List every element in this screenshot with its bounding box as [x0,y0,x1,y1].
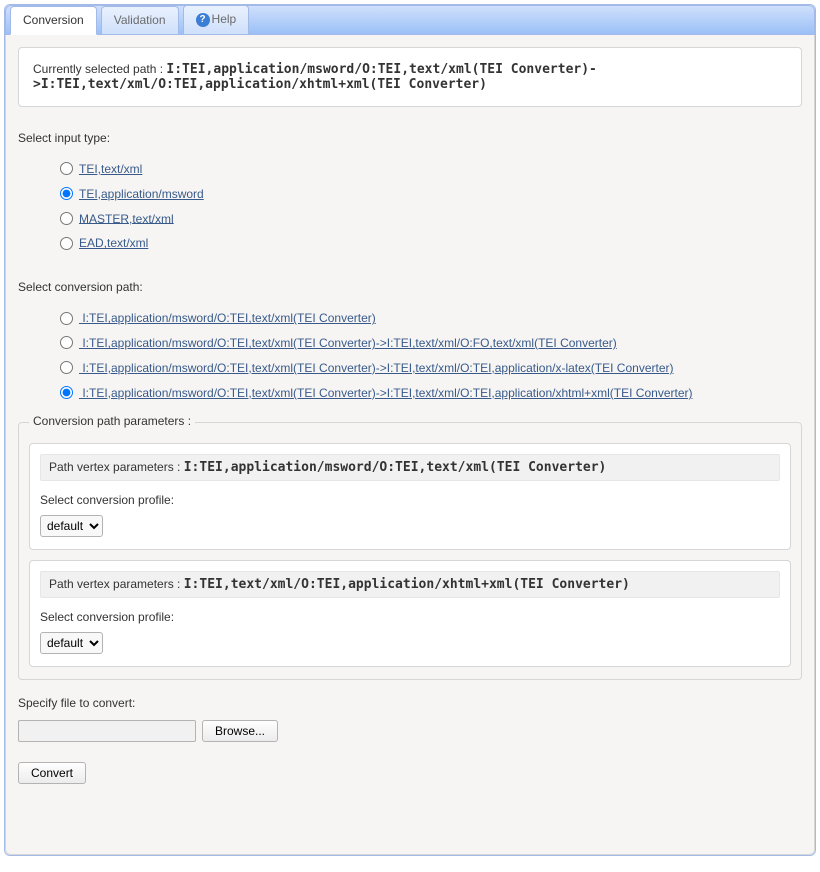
vertex-title-value: I:TEI,text/xml/O:TEI,application/xhtml+x… [184,577,630,592]
tab-help-label: Help [212,12,237,26]
conversion-path-option-label[interactable]: I:TEI,application/msword/O:TEI,text/xml(… [79,361,674,375]
conversion-path-radio[interactable] [60,336,73,349]
vertex-title-value: I:TEI,application/msword/O:TEI,text/xml(… [184,460,607,475]
input-type-radio[interactable] [60,187,73,200]
conversion-path-radio[interactable] [60,386,73,399]
tab-bar: Conversion Validation ?Help [5,5,815,35]
input-type-option-label[interactable]: EAD,text/xml [79,236,148,250]
selected-path-box: Currently selected path : I:TEI,applicat… [18,47,802,107]
tab-help[interactable]: ?Help [183,5,250,34]
convert-button[interactable]: Convert [18,762,86,784]
vertex-title-label: Path vertex parameters : [49,577,184,591]
conversion-path-row: I:TEI,application/msword/O:TEI,text/xml(… [60,358,802,377]
params-legend: Conversion path parameters : [29,414,195,428]
input-type-radio[interactable] [60,237,73,250]
vertex-box: Path vertex parameters : I:TEI,text/xml/… [29,560,791,667]
main-panel: Conversion Validation ?Help Currently se… [4,4,816,856]
file-label: Specify file to convert: [18,696,802,710]
browse-button[interactable]: Browse... [202,720,278,742]
conversion-path-heading: Select conversion path: [18,280,802,294]
input-type-row: EAD,text/xml [60,233,802,252]
input-type-radio[interactable] [60,162,73,175]
tab-conversion-label: Conversion [23,13,84,27]
vertex-title-bar: Path vertex parameters : I:TEI,applicati… [40,454,780,481]
input-type-radio[interactable] [60,212,73,225]
input-type-option-label[interactable]: TEI,text/xml [79,162,142,176]
input-type-option-label[interactable]: TEI,application/msword [79,187,204,201]
profile-select[interactable]: default [40,632,103,654]
input-type-row: TEI,application/msword [60,184,802,203]
conversion-path-option-label[interactable]: I:TEI,application/msword/O:TEI,text/xml(… [79,386,693,400]
input-type-heading: Select input type: [18,131,802,145]
conversion-path-radio[interactable] [60,361,73,374]
conversion-path-row: I:TEI,application/msword/O:TEI,text/xml(… [60,308,802,327]
profile-select[interactable]: default [40,515,103,537]
params-fieldset: Conversion path parameters : Path vertex… [18,422,802,680]
conversion-path-radio[interactable] [60,312,73,325]
vertex-title-bar: Path vertex parameters : I:TEI,text/xml/… [40,571,780,598]
input-type-row: TEI,text/xml [60,159,802,178]
vertex-box: Path vertex parameters : I:TEI,applicati… [29,443,791,550]
file-row: Browse... [18,720,802,742]
input-type-row: MASTER,text/xml [60,209,802,228]
conversion-path-row: I:TEI,application/msword/O:TEI,text/xml(… [60,333,802,352]
conversion-path-row: I:TEI,application/msword/O:TEI,text/xml(… [60,383,802,402]
tab-conversion[interactable]: Conversion [10,6,97,35]
conversion-path-option-label[interactable]: I:TEI,application/msword/O:TEI,text/xml(… [79,336,617,350]
profile-label: Select conversion profile: [40,610,780,624]
profile-label: Select conversion profile: [40,493,780,507]
help-icon: ? [196,13,210,27]
selected-path-label: Currently selected path : [33,62,166,76]
input-type-list: TEI,text/xml TEI,application/msword MASTER… [60,159,802,252]
conversion-path-option-label[interactable]: I:TEI,application/msword/O:TEI,text/xml(… [79,311,376,325]
tab-validation[interactable]: Validation [101,6,179,34]
file-input[interactable] [18,720,196,742]
conversion-panel: Currently selected path : I:TEI,applicat… [5,35,815,855]
vertex-title-label: Path vertex parameters : [49,460,184,474]
input-type-option-label[interactable]: MASTER,text/xml [79,211,174,225]
tab-validation-label: Validation [114,13,166,27]
conversion-path-list: I:TEI,application/msword/O:TEI,text/xml(… [60,308,802,401]
